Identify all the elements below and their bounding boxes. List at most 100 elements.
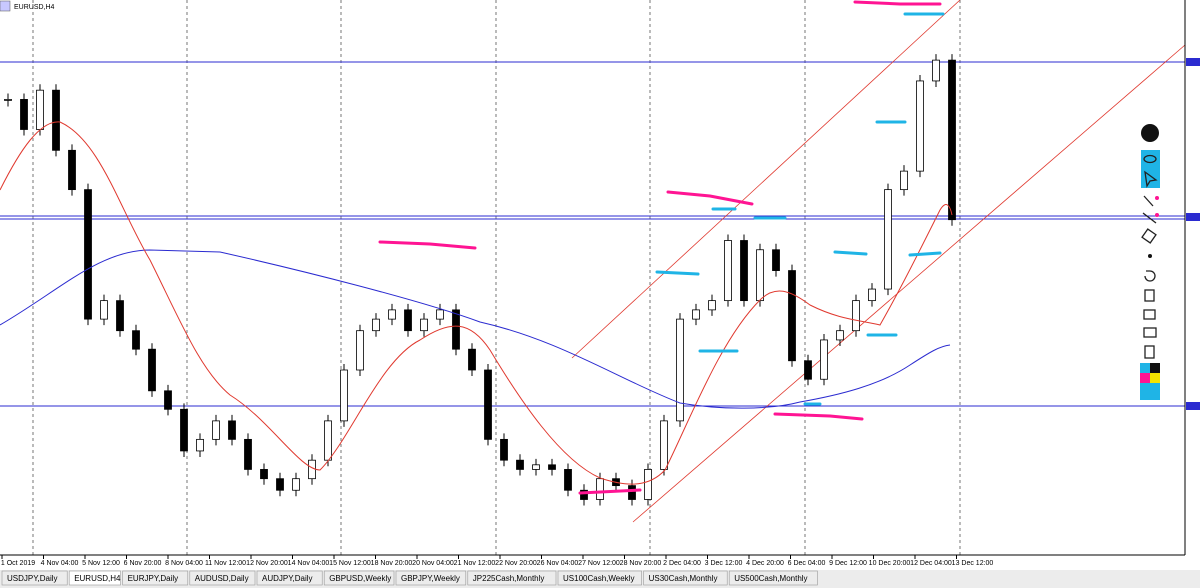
candle-body	[820, 339, 828, 380]
candle-body	[404, 309, 412, 332]
line-tool[interactable]	[1142, 212, 1157, 224]
candle-body	[916, 80, 924, 172]
candle-body	[116, 300, 124, 332]
eye-tool[interactable]	[1143, 154, 1157, 164]
tab[interactable]	[643, 570, 728, 586]
time-label: 4 Dec 20:00	[746, 560, 784, 567]
color-dot	[1155, 196, 1159, 200]
price-level-tags	[1186, 58, 1200, 410]
time-label: 14 Nov 04:00	[288, 560, 330, 567]
color-yellow[interactable]	[1150, 373, 1160, 383]
tab[interactable]	[395, 570, 467, 586]
time-label: 26 Nov 04:00	[537, 560, 579, 567]
time-label: 27 Nov 12:00	[578, 560, 620, 567]
tab-label[interactable]: GBPUSD,Weekly	[329, 574, 391, 583]
color-cyan[interactable]	[1140, 363, 1150, 373]
candle-body	[500, 438, 508, 461]
candle-body	[212, 420, 220, 440]
candle-body	[68, 149, 76, 191]
vertical-grid	[32, 0, 961, 555]
candle-body	[692, 309, 700, 320]
candle-body	[836, 330, 844, 341]
candle-body	[52, 89, 60, 151]
candle-body	[900, 170, 908, 191]
time-label: 10 Dec 20:00	[869, 560, 911, 567]
time-label: 1 Oct 2019	[1, 560, 35, 567]
tab[interactable]	[1, 570, 68, 586]
dot-tool[interactable]	[1148, 254, 1152, 258]
time-label: 6 Dec 04:00	[788, 560, 826, 567]
time-label: 21 Nov 12:00	[454, 560, 496, 567]
time-label: 15 Nov 12:00	[329, 560, 371, 567]
time-label: 22 Nov 20:00	[495, 560, 537, 567]
color-selected[interactable]	[1140, 383, 1160, 400]
notes-tool[interactable]	[1144, 345, 1155, 359]
candle-body	[580, 489, 588, 500]
screenshot-tool[interactable]	[1143, 327, 1157, 338]
candle-body	[868, 288, 876, 302]
cursor-tool[interactable]	[1144, 170, 1158, 188]
tab[interactable]	[256, 570, 323, 586]
candle-body	[36, 89, 44, 130]
toolbar-logo[interactable]	[1141, 124, 1159, 142]
tab-label[interactable]: EURUSD,H4	[74, 574, 121, 583]
candle-body	[260, 469, 268, 480]
undo-tool[interactable]	[1144, 270, 1156, 282]
candle-body	[468, 348, 476, 371]
tab[interactable]	[122, 570, 189, 586]
slow-moving-average	[0, 249, 951, 409]
time-label: 20 Nov 04:00	[412, 560, 454, 567]
tab-label[interactable]: AUDJPY,Daily	[262, 574, 313, 583]
tab-label[interactable]: EURJPY,Daily	[128, 574, 179, 583]
chart-tabs: USDJPY,Daily EURUSD,H4 EURJPY,Daily AUDUSD,…	[1, 570, 818, 586]
time-label: 2 Dec 04:00	[663, 560, 701, 567]
time-label: 8 Nov 04:00	[165, 560, 203, 567]
color-magenta[interactable]	[1140, 373, 1150, 383]
tab-label[interactable]: USDJPY,Daily	[7, 574, 58, 583]
tab[interactable]	[467, 570, 557, 586]
resistance-marks	[378, 0, 942, 495]
ruler-tool[interactable]	[1141, 228, 1157, 244]
support-marks	[655, 12, 945, 406]
candle-body	[740, 240, 748, 302]
fast-moving-average	[0, 121, 953, 485]
candle-body	[708, 300, 716, 311]
candle-body	[20, 99, 28, 130]
candle-body	[180, 408, 188, 452]
tab-label[interactable]: GBPJPY,Weekly	[401, 574, 460, 583]
candle-body	[388, 309, 396, 320]
candle-body	[852, 300, 860, 332]
color-black[interactable]	[1150, 363, 1160, 373]
tab-label[interactable]: US100Cash,Weekly	[563, 574, 634, 583]
tab[interactable]	[189, 570, 256, 586]
candle-body	[244, 438, 252, 470]
candle-body	[804, 360, 812, 380]
candle-body	[644, 469, 652, 500]
time-label: 3 Dec 12:00	[705, 560, 743, 567]
tab-label[interactable]: AUDUSD,Daily	[195, 574, 249, 583]
tab[interactable]	[728, 570, 818, 586]
eraser-tool[interactable]	[1143, 195, 1154, 207]
time-label: 28 Nov 20:00	[620, 560, 662, 567]
time-label: 6 Nov 20:00	[124, 560, 162, 567]
tab[interactable]	[323, 570, 395, 586]
candle-body	[324, 420, 332, 461]
tab[interactable]	[68, 570, 121, 586]
time-label: 12 Nov 20:00	[246, 560, 288, 567]
candle-body	[660, 420, 668, 470]
candle-body	[276, 478, 284, 491]
candle-body	[772, 249, 780, 271]
symbol-icon	[0, 0, 11, 12]
tab-label[interactable]: JP225Cash,Monthly	[473, 574, 545, 583]
delete-tool[interactable]	[1144, 289, 1155, 302]
tab[interactable]	[557, 570, 642, 586]
candle-body	[292, 478, 300, 491]
candle-body	[372, 318, 380, 332]
time-label: 12 Dec 04:00	[910, 560, 952, 567]
tab-label[interactable]: US30Cash,Monthly	[649, 574, 718, 583]
channel-lines	[571, 0, 1186, 523]
candle-body	[788, 270, 796, 362]
candle-body	[724, 240, 732, 302]
template-tool[interactable]	[1143, 309, 1156, 320]
tab-label[interactable]: US500Cash,Monthly	[734, 574, 807, 583]
